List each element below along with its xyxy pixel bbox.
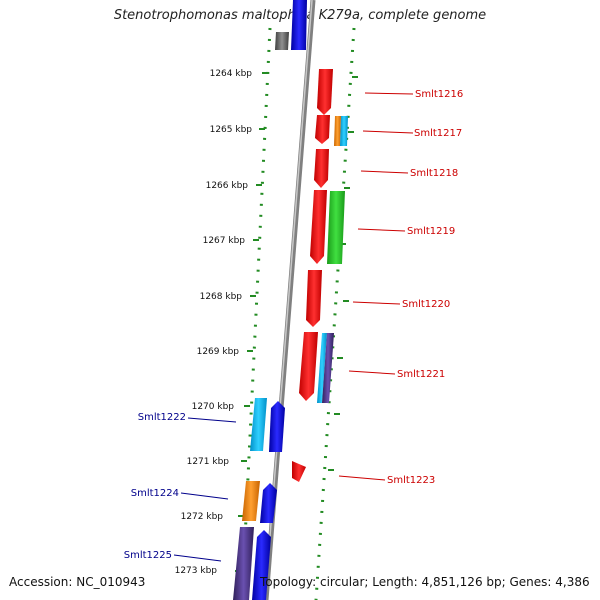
gene-label[interactable]: Smlt1224 (131, 488, 179, 499)
gene-feature[interactable] (334, 116, 341, 146)
gene-features (233, 0, 348, 600)
leader-line (364, 92, 414, 95)
leader-line (180, 492, 229, 500)
gene-feature[interactable] (292, 461, 306, 482)
kbp-label: 1265 kbp (210, 125, 253, 135)
kbp-label: 1268 kbp (200, 292, 243, 302)
gene-feature[interactable] (310, 190, 327, 264)
kbp-label: 1267 kbp (203, 236, 246, 246)
kbp-label: 1272 kbp (181, 512, 224, 522)
accession-text: Accession: NC_010943 (9, 575, 146, 589)
gene-feature[interactable] (306, 270, 322, 327)
kbp-label: 1273 kbp (175, 566, 218, 576)
gene-feature[interactable] (291, 0, 307, 50)
gene-feature[interactable] (233, 527, 254, 600)
gene-label[interactable]: Smlt1220 (402, 299, 450, 310)
gene-feature[interactable] (322, 333, 334, 403)
kbp-label: 1266 kbp (206, 181, 249, 191)
right-tick-track (314, 27, 356, 600)
leader-line (187, 417, 237, 423)
right-ticks (328, 76, 358, 471)
leader-line (362, 130, 414, 134)
leader-line (173, 554, 222, 562)
kbp-label: 1271 kbp (187, 457, 230, 467)
gene-feature[interactable] (317, 333, 327, 403)
kbp-label: 1270 kbp (192, 402, 235, 412)
leader-line (357, 228, 406, 232)
gene-feature[interactable] (327, 191, 345, 264)
gene-label[interactable]: Smlt1218 (410, 168, 458, 179)
gene-feature[interactable] (252, 530, 271, 600)
leader-line (338, 475, 386, 481)
gene-label[interactable]: Smlt1223 (387, 475, 435, 486)
gene-feature[interactable] (340, 116, 348, 146)
label-leaders (173, 92, 414, 562)
left-tick-track (240, 27, 272, 600)
gene-feature[interactable] (269, 401, 285, 452)
gene-feature[interactable] (250, 398, 267, 451)
kbp-label: 1264 kbp (210, 69, 253, 79)
gene-label[interactable]: Smlt1216 (415, 89, 463, 100)
gene-label[interactable]: Smlt1221 (397, 369, 445, 380)
kbp-label: 1269 kbp (197, 347, 240, 357)
leader-line (360, 170, 409, 174)
gene-label[interactable]: Smlt1225 (124, 550, 172, 561)
gene-feature[interactable] (242, 481, 260, 521)
gene-feature[interactable] (317, 69, 333, 115)
gene-feature[interactable] (275, 32, 289, 50)
gene-label[interactable]: Smlt1222 (138, 412, 186, 423)
gene-feature[interactable] (260, 483, 277, 523)
gene-label[interactable]: Smlt1217 (414, 128, 462, 139)
leader-line (348, 370, 396, 375)
gene-feature[interactable] (314, 149, 329, 188)
leader-line (352, 301, 401, 305)
gene-feature[interactable] (315, 115, 330, 144)
topology-text: Topology: circular; Length: 4,851,126 bp… (260, 575, 590, 589)
gene-label[interactable]: Smlt1219 (407, 226, 455, 237)
gene-feature[interactable] (299, 332, 318, 401)
